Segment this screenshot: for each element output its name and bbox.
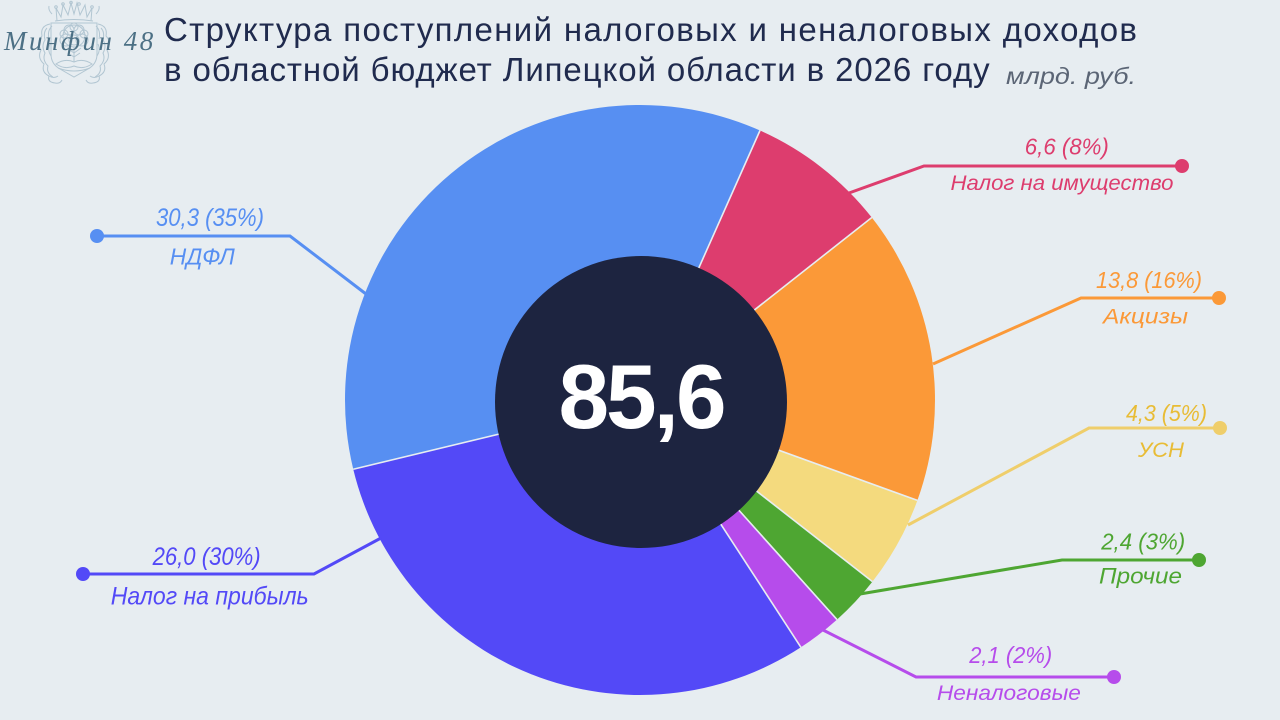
svg-text:НДФЛ: НДФЛ — [170, 244, 235, 270]
svg-text:в областной бюджет Липецкой об: в областной бюджет Липецкой области в 20… — [164, 51, 991, 88]
svg-text:2,4 (3%): 2,4 (3%) — [1100, 529, 1185, 555]
svg-text:млрд. руб.: млрд. руб. — [1006, 63, 1136, 89]
svg-text:6,6 (8%): 6,6 (8%) — [1025, 134, 1109, 160]
svg-text:2,1 (2%): 2,1 (2%) — [968, 642, 1052, 668]
svg-text:Акцизы: Акцизы — [1101, 306, 1189, 329]
svg-text:Прочие: Прочие — [1099, 564, 1182, 589]
svg-text:30,3 (35%): 30,3 (35%) — [156, 204, 264, 232]
svg-text:26,0 (30%): 26,0 (30%) — [152, 543, 261, 571]
svg-text:85,6: 85,6 — [558, 347, 724, 448]
svg-text:Налог на имущество: Налог на имущество — [951, 172, 1174, 195]
svg-text:4,3 (5%): 4,3 (5%) — [1126, 400, 1207, 426]
svg-text:УСН: УСН — [1137, 439, 1185, 462]
svg-text:Минфин 48: Минфин 48 — [3, 26, 156, 56]
svg-text:Налог на прибыль: Налог на прибыль — [111, 583, 309, 611]
svg-text:13,8 (16%): 13,8 (16%) — [1096, 267, 1202, 293]
svg-text:Структура поступлений налоговы: Структура поступлений налоговых и ненало… — [164, 11, 1138, 48]
svg-text:Неналоговые: Неналоговые — [937, 682, 1081, 705]
